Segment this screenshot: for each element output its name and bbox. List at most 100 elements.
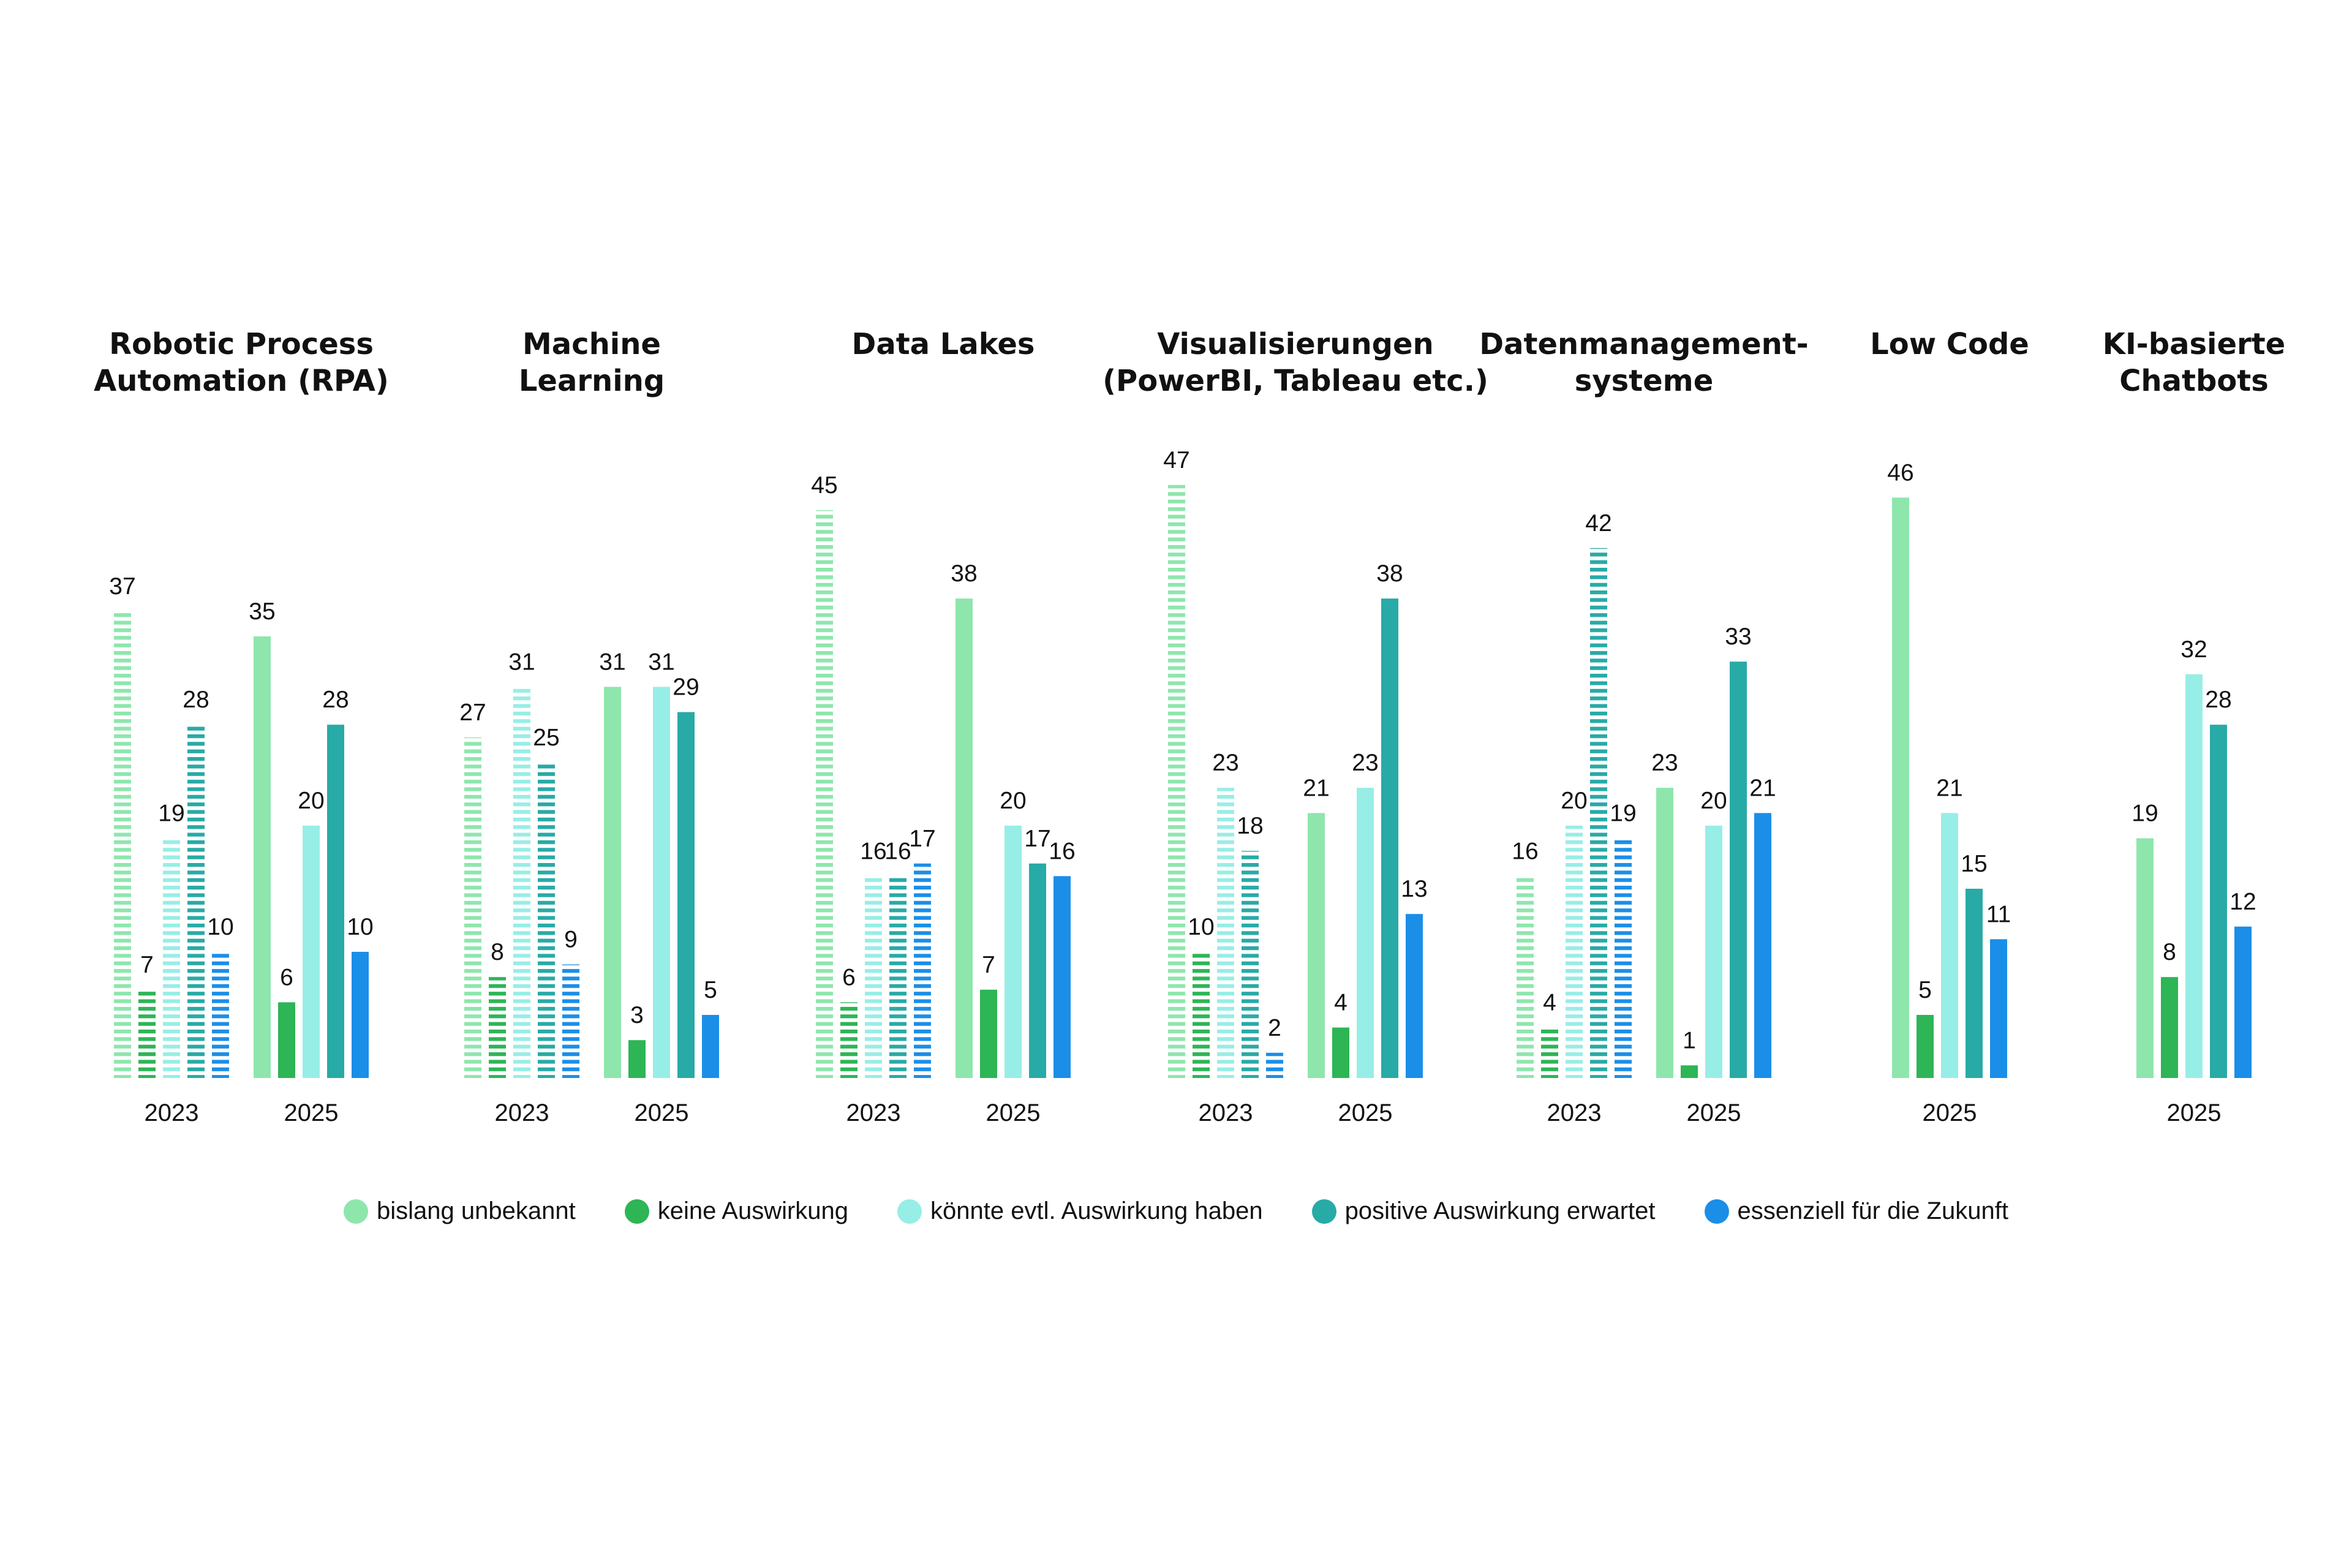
bar (303, 826, 320, 1078)
bar (889, 876, 907, 1078)
bar (2185, 674, 2203, 1078)
data-label: 9 (564, 927, 578, 953)
data-label: 38 (1376, 560, 1403, 587)
data-label: 16 (1512, 838, 1538, 864)
bar (1193, 952, 1210, 1078)
bar (1217, 788, 1234, 1078)
data-label: 10 (207, 914, 233, 940)
data-label: 7 (140, 952, 154, 978)
group-title: Low Code (1870, 327, 2029, 361)
data-label: 19 (2132, 801, 2158, 827)
bar (980, 989, 997, 1078)
bar (2136, 838, 2154, 1078)
legend-item: könnte evtl. Auswirkung haben (897, 1197, 1263, 1225)
bar (840, 1002, 858, 1078)
legend-item: bislang unbekannt (344, 1197, 576, 1225)
data-label: 18 (1237, 813, 1263, 839)
bar (1242, 851, 1259, 1078)
data-label: 31 (508, 649, 535, 675)
data-label: 23 (1651, 750, 1678, 776)
data-label: 1 (1683, 1027, 1696, 1054)
bar (1656, 788, 1673, 1078)
bar (604, 687, 621, 1078)
data-label: 20 (1561, 788, 1587, 814)
group-title: Learning (519, 364, 665, 398)
legend-swatch (897, 1199, 922, 1224)
data-label: 35 (249, 598, 275, 625)
bar (956, 598, 973, 1078)
data-label: 15 (1961, 851, 1987, 877)
bar (1308, 813, 1325, 1078)
bar (278, 1002, 295, 1078)
legend-label: könnte evtl. Auswirkung haben (930, 1197, 1263, 1224)
group-title: Machine (522, 327, 661, 361)
bar (1332, 1027, 1349, 1078)
bar (1705, 826, 1722, 1078)
group-title: Automation (RPA) (94, 364, 389, 398)
bar (1406, 914, 1423, 1078)
year-label: 2025 (1687, 1099, 1741, 1126)
data-label: 29 (673, 674, 699, 701)
legend-label: bislang unbekannt (377, 1197, 576, 1224)
year-label: 2025 (284, 1099, 339, 1126)
bar (163, 838, 180, 1078)
year-label: 2023 (846, 1099, 901, 1126)
bar (1730, 662, 1747, 1078)
bar (1029, 863, 1046, 1078)
data-label: 47 (1163, 447, 1189, 473)
bar (1754, 813, 1771, 1078)
data-label: 28 (2205, 687, 2231, 713)
data-label: 19 (158, 801, 184, 827)
data-label: 2 (1268, 1015, 1281, 1041)
bar (865, 876, 882, 1078)
bar (653, 687, 670, 1078)
data-label: 38 (951, 560, 977, 587)
data-label: 20 (1000, 788, 1026, 814)
year-label: 2025 (635, 1099, 689, 1126)
data-label: 12 (2230, 889, 2256, 915)
legend-item: positive Auswirkung erwartet (1311, 1197, 1656, 1225)
group-title: Visualisierungen (1157, 327, 1433, 361)
data-label: 10 (1188, 914, 1214, 940)
data-label: 19 (1610, 801, 1636, 827)
bar (212, 952, 229, 1078)
data-label: 16 (1049, 838, 1075, 864)
data-label: 31 (648, 649, 674, 675)
year-label: 2023 (145, 1099, 199, 1126)
bar (114, 611, 131, 1078)
bar (1381, 598, 1398, 1078)
bar (1566, 826, 1583, 1078)
data-label: 16 (884, 838, 911, 864)
data-label: 23 (1352, 750, 1378, 776)
data-label: 7 (982, 952, 995, 978)
data-label: 17 (909, 826, 935, 852)
bar (1357, 788, 1374, 1078)
bar (914, 863, 931, 1078)
data-label: 25 (533, 725, 559, 751)
data-label: 3 (630, 1002, 644, 1028)
legend-swatch (624, 1199, 649, 1224)
data-label: 28 (322, 687, 349, 713)
bar (2161, 977, 2178, 1078)
data-label: 21 (1936, 775, 1962, 801)
data-label: 8 (491, 939, 504, 965)
data-label: 46 (1887, 459, 1913, 486)
data-label: 42 (1585, 510, 1611, 537)
year-label: 2025 (986, 1099, 1041, 1126)
legend-label: essenziell für die Zukunft (1737, 1197, 2008, 1224)
data-label: 37 (109, 573, 135, 600)
bar (1517, 876, 1534, 1078)
legend-swatch (1704, 1199, 1729, 1224)
bar (187, 725, 205, 1078)
group-title: systeme (1575, 364, 1714, 398)
data-label: 17 (1024, 826, 1050, 852)
data-label: 21 (1303, 775, 1329, 801)
data-label: 13 (1401, 876, 1427, 902)
year-label: 2023 (495, 1099, 549, 1126)
data-label: 28 (183, 687, 209, 713)
bar (677, 712, 695, 1078)
data-label: 8 (2163, 939, 2176, 965)
data-label: 11 (1986, 901, 2011, 927)
legend-item: keine Auswirkung (624, 1197, 848, 1225)
